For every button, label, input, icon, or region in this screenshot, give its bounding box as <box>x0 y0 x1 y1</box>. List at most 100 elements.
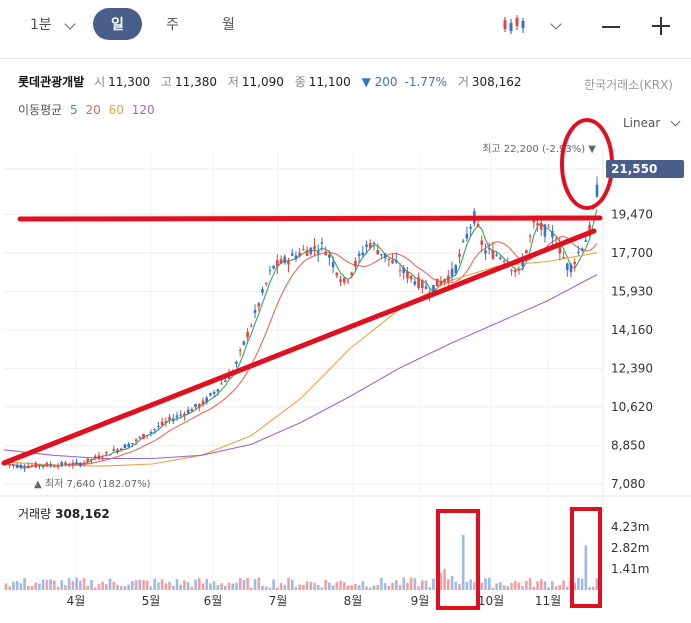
volume-bar <box>391 582 394 590</box>
candle-body <box>238 349 242 351</box>
volume-bar <box>383 583 387 590</box>
y-tick-label: 14,160 <box>611 323 653 337</box>
axes: 19,470 17,700 15,930 14,160 12,390 10,620 8,85… <box>67 160 684 608</box>
volume-bar <box>264 586 268 590</box>
volume-bar <box>506 586 510 590</box>
candle-body <box>101 457 104 459</box>
volume-bar <box>279 582 283 590</box>
candle-body <box>272 265 275 269</box>
candle-body <box>569 264 573 273</box>
low-label: 저 <box>227 75 239 89</box>
volume-title-value: 308,162 <box>55 507 110 521</box>
candle-body <box>45 462 49 467</box>
candle-body <box>368 243 372 248</box>
timeframe-toolbar: 1분 일 주 월 <box>0 0 691 58</box>
annotations: 최고 22,200 (-2.93%) ▼ ▲ 최저 7,640 (182.07%) <box>1 118 614 610</box>
volume-bar <box>67 578 71 590</box>
volume-bar <box>316 584 320 590</box>
x-tick-label: 4월 <box>67 594 86 608</box>
candle-body <box>108 454 112 456</box>
candle-body <box>134 439 138 442</box>
candle-body <box>580 248 584 251</box>
candle-body <box>171 418 175 422</box>
candle-body <box>209 393 212 396</box>
candle-body <box>30 465 34 467</box>
volume-bar <box>38 583 41 590</box>
volume-title: 거래량 308,162 <box>18 505 110 522</box>
candle-body <box>79 463 82 467</box>
candle-body <box>443 279 446 282</box>
volume-bar <box>305 581 309 590</box>
volume-bar <box>577 577 580 590</box>
volume-bar <box>413 578 417 590</box>
volume-bar <box>469 579 472 590</box>
resistance-line-annotation <box>17 215 603 222</box>
y-tick-label: 15,930 <box>611 284 653 298</box>
candle-body <box>168 416 171 420</box>
candle-body <box>257 303 261 307</box>
volume-bar <box>71 581 75 590</box>
volume-bar <box>108 578 112 590</box>
change-pct: -1.77% <box>404 75 447 89</box>
candle-body <box>324 251 327 256</box>
volume-bar <box>406 582 409 590</box>
candle-body <box>305 250 309 256</box>
volume-bar <box>521 585 524 590</box>
volume-bar <box>350 585 353 590</box>
volume-bar <box>82 578 86 590</box>
candle-body <box>145 435 149 437</box>
candle-body <box>331 262 335 268</box>
candle-body <box>335 272 339 276</box>
candle-body <box>93 456 97 459</box>
volume-bar <box>175 579 179 590</box>
volume-bar <box>357 585 361 590</box>
volume-bar <box>4 583 8 590</box>
volume-bar <box>309 582 313 590</box>
candle-body <box>539 223 543 230</box>
candle-body <box>190 408 194 412</box>
tab-week[interactable]: 주 <box>166 17 179 33</box>
candle-body <box>357 253 361 257</box>
volume-bar <box>365 586 368 590</box>
open-label: 시 <box>94 75 106 89</box>
tab-day[interactable]: 일 <box>93 8 142 40</box>
candle-body <box>112 449 116 451</box>
volume-bar <box>439 572 443 590</box>
candle-body <box>502 261 506 263</box>
volume-bar <box>101 581 104 590</box>
candle-chart-icon[interactable] <box>502 14 528 36</box>
candle-body <box>123 444 127 449</box>
volume-bar <box>261 585 264 590</box>
volume-bar <box>473 582 476 590</box>
volume-bar <box>584 545 588 590</box>
tab-minute[interactable]: 1분 <box>30 17 52 33</box>
candle-body <box>127 443 130 447</box>
candle-body <box>361 252 365 256</box>
candle-body <box>12 464 15 466</box>
candle-body <box>532 220 536 223</box>
current-price-label: 21,550 <box>611 162 657 176</box>
candle-body <box>320 242 324 244</box>
volume-bar <box>197 578 201 590</box>
candle-body <box>294 255 298 260</box>
volume-bar <box>536 581 539 590</box>
ma5-line <box>5 208 598 469</box>
candle-body <box>339 279 342 282</box>
stock-name: 롯데관광개발 <box>18 75 85 89</box>
y-tick-label: 19,470 <box>611 207 653 221</box>
ma-legend: 이동평균 5 20 60 120 <box>18 101 155 118</box>
ma120-line <box>3 274 598 460</box>
candle-body <box>179 414 182 416</box>
volume-bar <box>480 582 484 590</box>
minus-icon[interactable] <box>602 26 620 28</box>
candle-body <box>406 271 409 279</box>
candle-body <box>491 250 495 259</box>
volume-box-annotation <box>570 507 602 608</box>
scale-mode-select[interactable]: Linear <box>623 116 661 130</box>
candle-body <box>376 250 379 255</box>
tab-month[interactable]: 월 <box>222 17 235 33</box>
candle-body <box>313 246 316 250</box>
candle-body <box>365 244 368 247</box>
candle-body <box>316 251 320 254</box>
plus-icon[interactable] <box>652 17 670 35</box>
